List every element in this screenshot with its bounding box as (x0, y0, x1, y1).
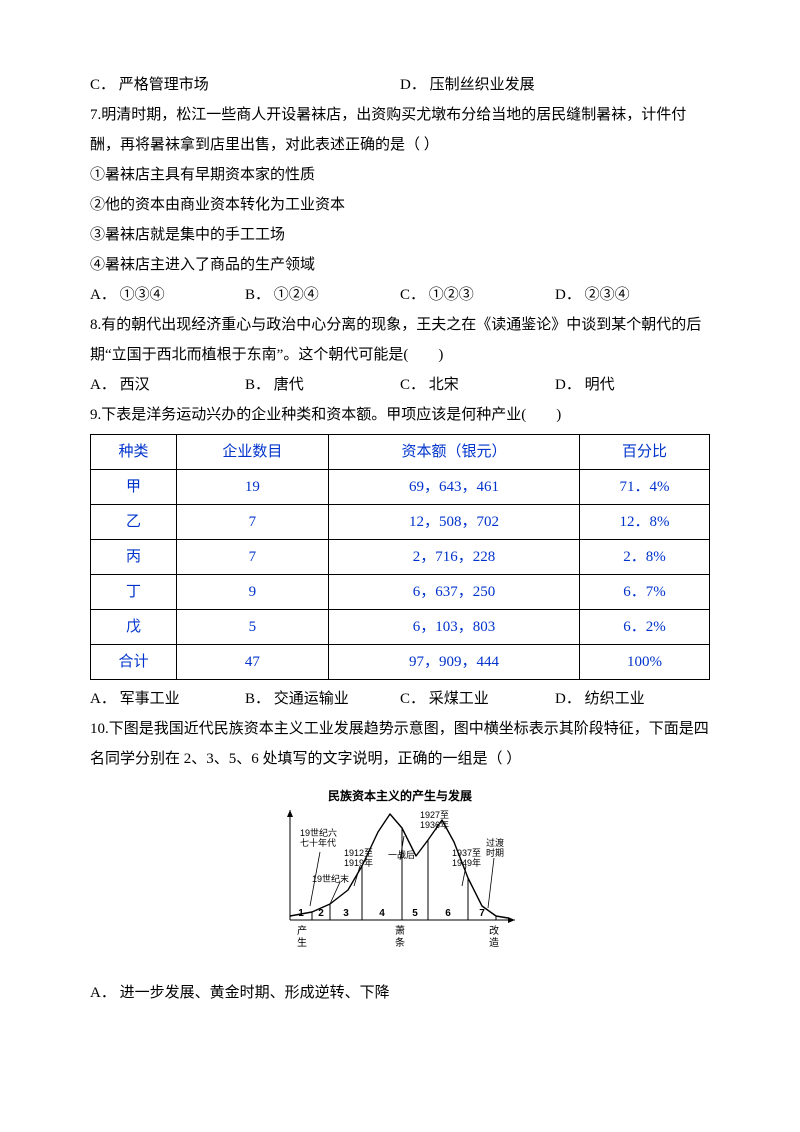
q9-stem: 9.下表是洋务运动兴办的企业种类和资本额。甲项应该是何种产业( ) (90, 400, 710, 430)
table-cell: 乙 (91, 505, 177, 540)
table-cell: 2．8% (580, 540, 710, 575)
q8-options: A． 西汉 B． 唐代 C． 北宋 D． 明代 (90, 370, 710, 400)
svg-text:1949年: 1949年 (452, 857, 481, 868)
q7-s2: ②他的资本由商业资本转化为工业资本 (90, 190, 710, 220)
table-row: 甲1969，643，46171．4% (91, 470, 710, 505)
svg-text:1936年: 1936年 (420, 819, 449, 830)
q7-s3: ③暑袜店就是集中的手工工场 (90, 220, 710, 250)
table-header-row: 种类 企业数目 资本额（银元） 百分比 (91, 435, 710, 470)
table-cell: 9 (176, 575, 328, 610)
q9-opt-a: A． 军事工业 (90, 684, 245, 714)
svg-text:民族资本主义的产生与发展: 民族资本主义的产生与发展 (328, 788, 472, 803)
q9-opt-c: C． 采煤工业 (400, 684, 555, 714)
table-cell: 丁 (91, 575, 177, 610)
svg-text:时期: 时期 (486, 847, 504, 858)
svg-text:七十年代: 七十年代 (300, 837, 336, 848)
th-kind: 种类 (91, 435, 177, 470)
table-row: 乙712，508，70212．8% (91, 505, 710, 540)
svg-text:条: 条 (395, 936, 405, 949)
table-cell: 2，716，228 (328, 540, 579, 575)
svg-text:1937至: 1937至 (452, 848, 481, 858)
q6-options-cd: C． 严格管理市场 D． 压制丝织业发展 (90, 70, 710, 100)
q9-opt-d: D． 纺织工业 (555, 684, 710, 714)
th-count: 企业数目 (176, 435, 328, 470)
svg-text:3: 3 (343, 908, 349, 919)
table-cell: 丙 (91, 540, 177, 575)
table-row: 丁96，637，2506．7% (91, 575, 710, 610)
q8-opt-b: B． 唐代 (245, 370, 400, 400)
table-cell: 6．7% (580, 575, 710, 610)
q8-opt-c: C． 北宋 (400, 370, 555, 400)
svg-text:1: 1 (298, 908, 304, 919)
svg-text:生: 生 (297, 936, 307, 949)
table-cell: 7 (176, 505, 328, 540)
table-cell: 97，909，444 (328, 645, 579, 680)
q10-stem: 10.下图是我国近代民族资本主义工业发展趋势示意图，图中横坐标表示其阶段特征，下… (90, 714, 710, 774)
q8-stem: 8.有的朝代出现经济重心与政治中心分离的现象，王夫之在《读通鉴论》中谈到某个朝代… (90, 310, 710, 370)
svg-text:1927至: 1927至 (420, 810, 449, 820)
table-cell: 6，637，250 (328, 575, 579, 610)
q10-chart-svg: 民族资本主义的产生与发展 1 2 3 4 5 6 7 产生 萧条 改造 19世纪六七十年代 19世纪末 1… (270, 786, 530, 961)
q9-opt-b: B． 交通运输业 (245, 684, 400, 714)
table-cell: 甲 (91, 470, 177, 505)
table-cell: 19 (176, 470, 328, 505)
q8-opt-a: A． 西汉 (90, 370, 245, 400)
q9-options: A． 军事工业 B． 交通运输业 C． 采煤工业 D． 纺织工业 (90, 684, 710, 714)
svg-text:萧: 萧 (395, 925, 405, 937)
svg-text:1919年: 1919年 (344, 857, 373, 868)
table-row: 合计4797，909，444100% (91, 645, 710, 680)
q7-opt-c: C． ①②③ (400, 280, 555, 310)
svg-text:产: 产 (297, 924, 307, 937)
table-cell: 71．4% (580, 470, 710, 505)
th-capital: 资本额（银元） (328, 435, 579, 470)
q8-opt-d: D． 明代 (555, 370, 710, 400)
table-cell: 47 (176, 645, 328, 680)
q7-options: A． ①③④ B． ①②④ C． ①②③ D． ②③④ (90, 280, 710, 310)
q7-s1: ①暑袜店主具有早期资本家的性质 (90, 160, 710, 190)
svg-text:过渡: 过渡 (486, 837, 504, 848)
q6-opt-c: C． 严格管理市场 (90, 70, 400, 100)
table-cell: 12，508，702 (328, 505, 579, 540)
svg-text:7: 7 (479, 908, 485, 919)
table-cell: 6，103，803 (328, 610, 579, 645)
table-cell: 6．2% (580, 610, 710, 645)
table-cell: 7 (176, 540, 328, 575)
table-cell: 合计 (91, 645, 177, 680)
th-pct: 百分比 (580, 435, 710, 470)
table-cell: 12．8% (580, 505, 710, 540)
table-cell: 69，643，461 (328, 470, 579, 505)
q7-stem: 7.明清时期，松江一些商人开设暑袜店，出资购买尤墩布分给当地的居民缝制暑袜，计件… (90, 100, 710, 160)
q10-opt-a: A． 进一步发展、黄金时期、形成逆转、下降 (90, 978, 710, 1008)
svg-text:6: 6 (445, 908, 451, 919)
q7-s4: ④暑袜店主进入了商品的生产领域 (90, 250, 710, 280)
q7-opt-a: A． ①③④ (90, 280, 245, 310)
svg-text:2: 2 (318, 908, 324, 919)
q10-chart: 民族资本主义的产生与发展 1 2 3 4 5 6 7 产生 萧条 改造 19世纪六七十年代 19世纪末 1… (90, 786, 710, 972)
q7-opt-b: B． ①②④ (245, 280, 400, 310)
table-row: 丙72，716，2282．8% (91, 540, 710, 575)
svg-text:4: 4 (379, 908, 385, 919)
svg-text:19世纪末: 19世纪末 (312, 873, 349, 884)
svg-text:1912至: 1912至 (344, 848, 373, 858)
q9-table: 种类 企业数目 资本额（银元） 百分比 甲1969，643，46171．4%乙7… (90, 434, 710, 680)
svg-text:造: 造 (489, 936, 499, 949)
table-cell: 5 (176, 610, 328, 645)
svg-text:改: 改 (489, 924, 499, 937)
q6-opt-d: D． 压制丝织业发展 (400, 70, 710, 100)
svg-text:19世纪六: 19世纪六 (300, 827, 337, 838)
q7-opt-d: D． ②③④ (555, 280, 710, 310)
table-cell: 戊 (91, 610, 177, 645)
table-cell: 100% (580, 645, 710, 680)
table-row: 戊56，103，8036．2% (91, 610, 710, 645)
svg-text:5: 5 (412, 908, 418, 919)
